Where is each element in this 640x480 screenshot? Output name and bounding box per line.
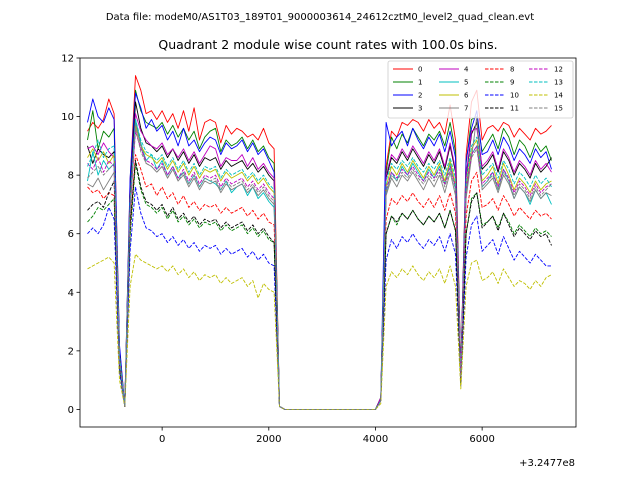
- y-tick-label: 10: [61, 112, 74, 123]
- legend-label-0: 0: [418, 66, 422, 74]
- legend-label-15: 15: [554, 105, 563, 113]
- y-tick-label: 6: [68, 229, 74, 240]
- legend-label-10: 10: [510, 92, 519, 100]
- y-tick-label: 8: [68, 171, 74, 182]
- legend-label-5: 5: [464, 79, 468, 87]
- x-tick-label: 0: [159, 434, 165, 445]
- legend-label-4: 4: [464, 66, 469, 74]
- x-offset-label: +3.2477e8: [519, 458, 575, 469]
- legend-label-12: 12: [554, 66, 563, 74]
- plot-area: [80, 58, 576, 427]
- legend-label-3: 3: [418, 105, 422, 113]
- series-line-9: [87, 162, 552, 410]
- x-tick-label: 2000: [256, 434, 281, 445]
- legend-label-11: 11: [510, 105, 519, 113]
- x-axis: 0 2000 4000 6000: [159, 427, 495, 445]
- series-line-15: [87, 127, 552, 410]
- legend-label-13: 13: [554, 79, 563, 87]
- y-tick-label: 2: [68, 346, 74, 357]
- series-line-10: [87, 186, 552, 410]
- figure-suptitle: Data file: modeM0/AS1T03_189T01_90000036…: [106, 12, 534, 23]
- series-line-14: [87, 253, 552, 410]
- legend-label-2: 2: [418, 92, 422, 100]
- legend-label-7: 7: [464, 105, 468, 113]
- legend-box: [387, 60, 574, 119]
- legend-label-14: 14: [554, 92, 563, 100]
- chart-title: Quadrant 2 module wise count rates with …: [158, 37, 497, 52]
- legend-label-6: 6: [464, 92, 469, 100]
- plot-frame: [79, 57, 577, 428]
- x-tick-label: 6000: [469, 434, 494, 445]
- legend-label-8: 8: [510, 66, 514, 74]
- y-tick-label: 0: [68, 405, 74, 416]
- series-layer: [87, 75, 552, 410]
- y-tick-label: 4: [68, 288, 74, 299]
- legend-label-1: 1: [418, 79, 422, 87]
- legend-label-9: 9: [510, 79, 514, 87]
- y-tick-label: 12: [61, 54, 74, 65]
- x-tick-label: 4000: [363, 434, 388, 445]
- y-axis: 0 2 4 6 8 10 12: [61, 54, 80, 416]
